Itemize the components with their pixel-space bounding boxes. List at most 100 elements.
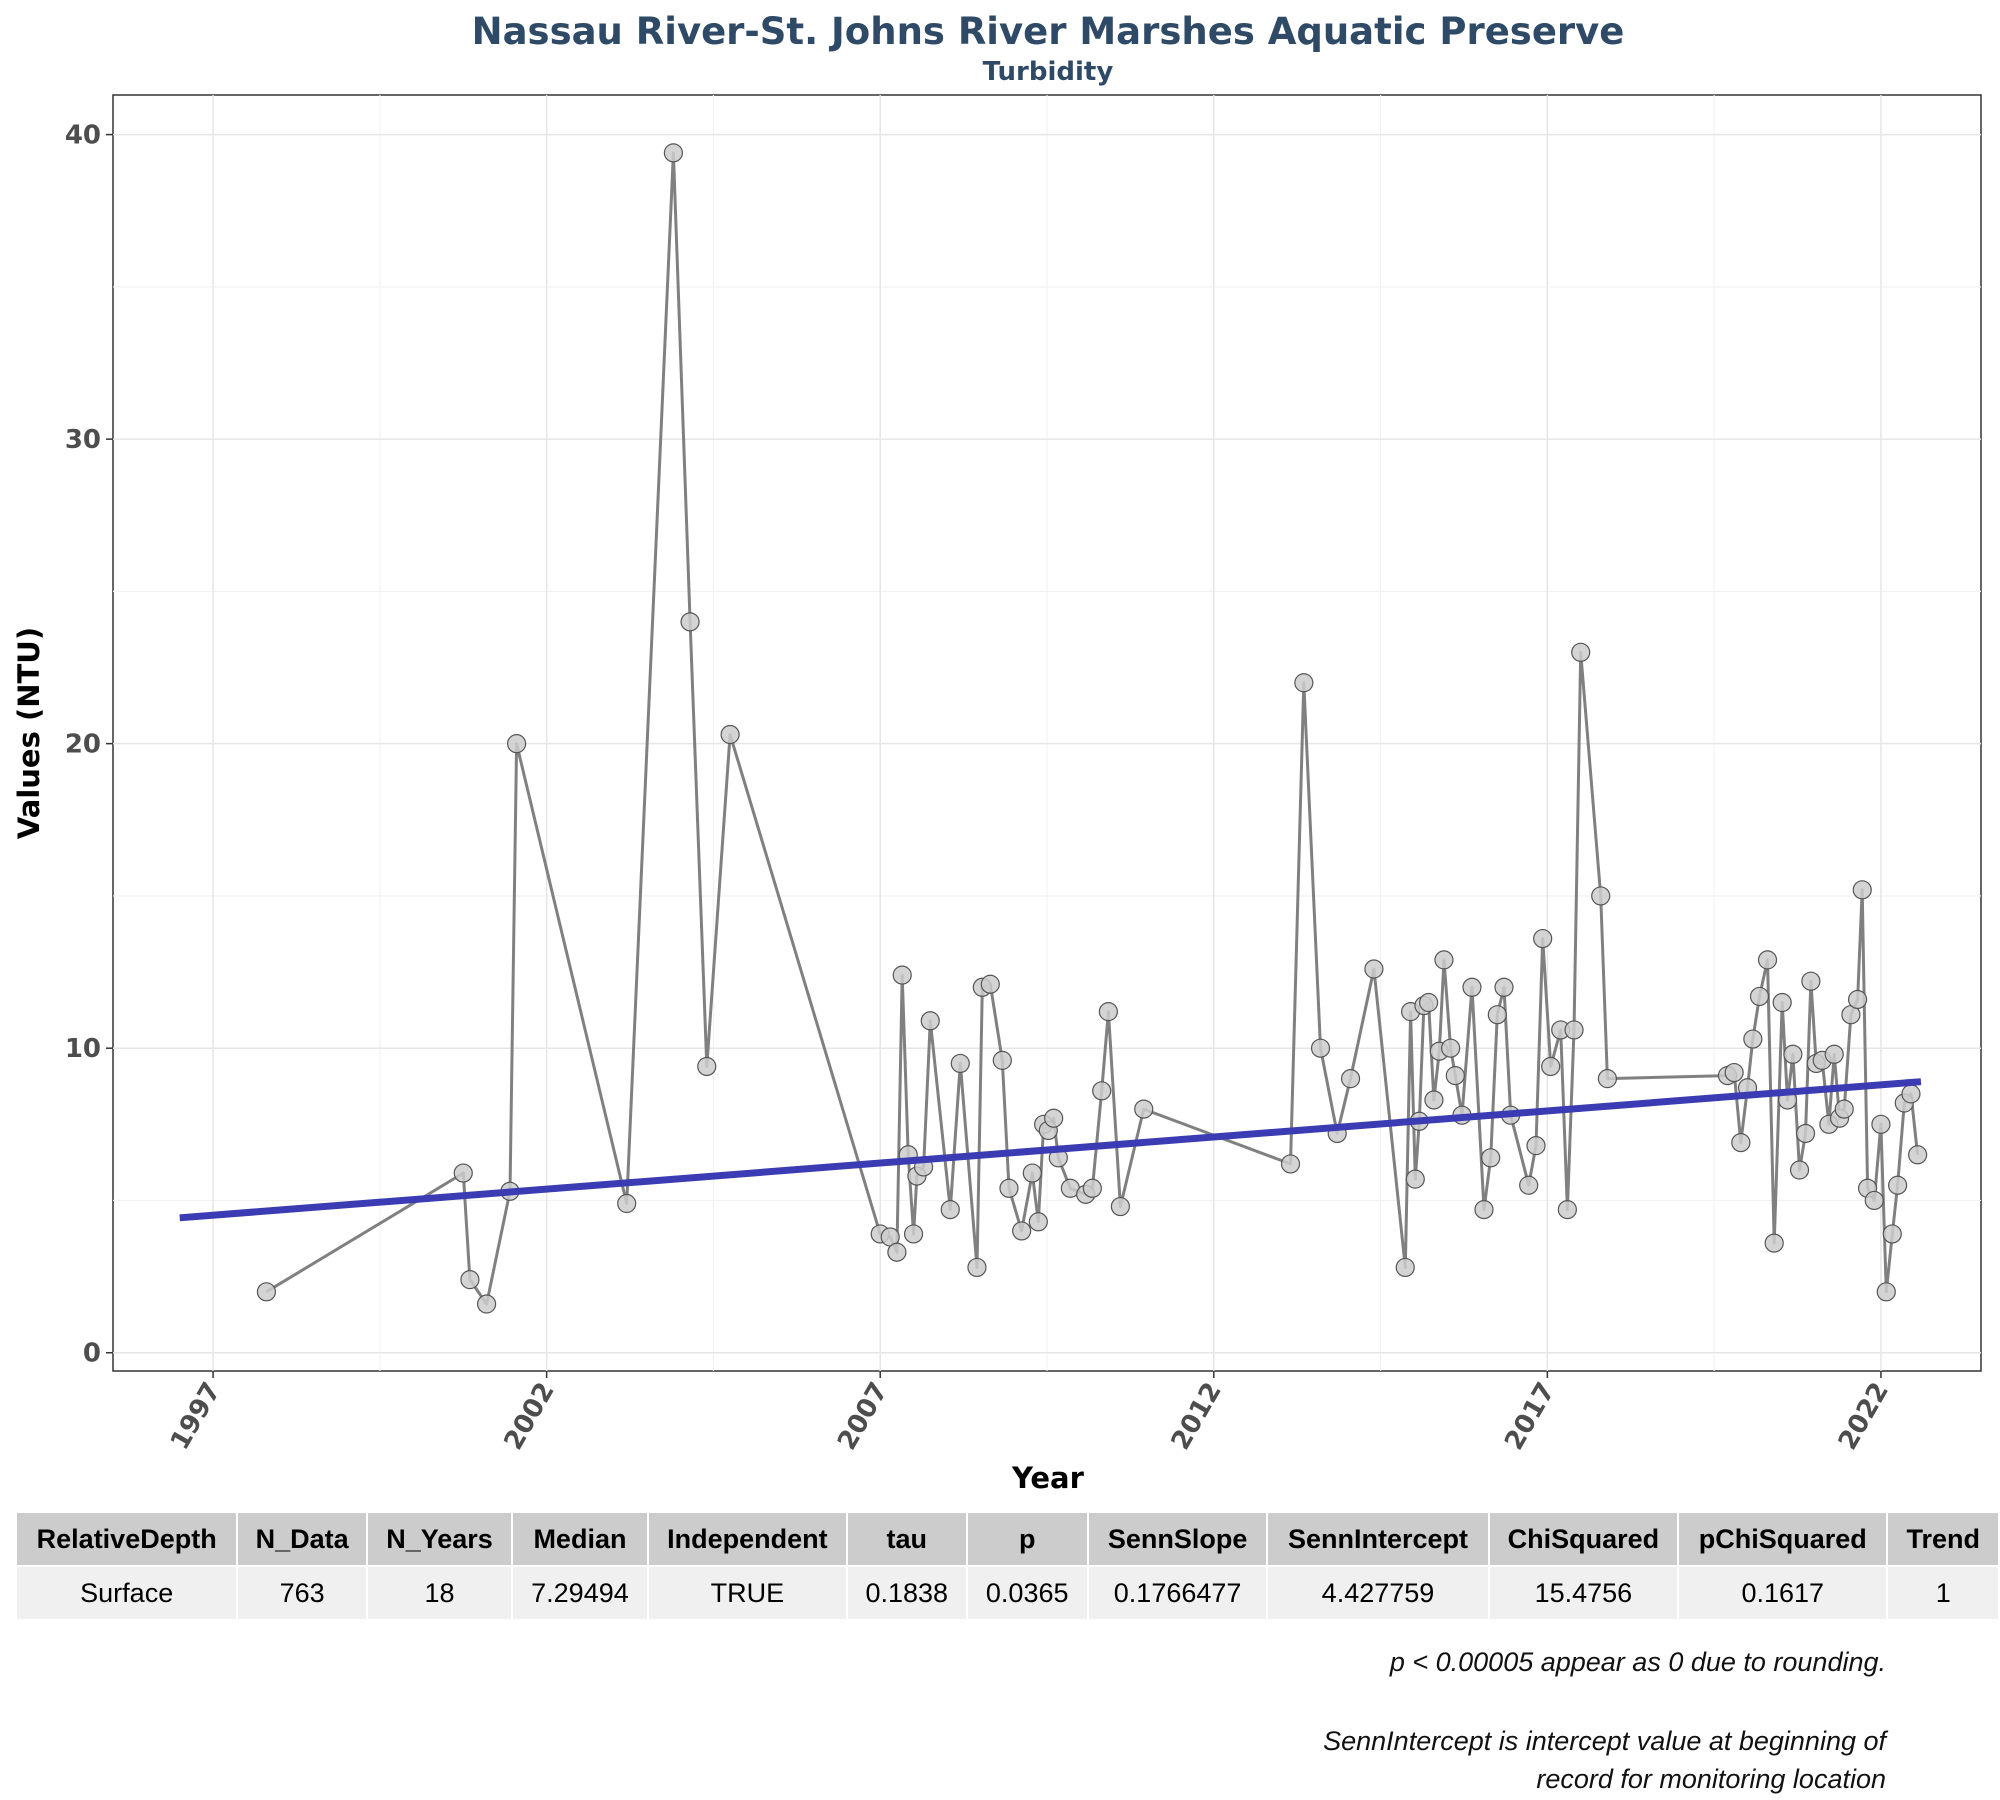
data-point [1445,1066,1465,1086]
y-axis-ticks: 0 10 20 30 40 [65,121,113,1369]
data-point [1424,1090,1444,1110]
data-point [1294,673,1314,693]
data-point [1082,1178,1102,1198]
data-point [1541,1056,1561,1077]
data-point [1092,1081,1112,1101]
stats-table: RelativeDepth N_Data N_Years Median Independ… [17,1513,2000,1619]
stats-header-cell: pChiSquared [1678,1513,1889,1566]
stats-header-cell: tau [847,1513,968,1566]
data-point [1494,977,1514,997]
data-point [460,1270,480,1290]
intercept-note-line-2: record for monitoring location [1536,1764,1886,1794]
x-axis-title: Year [1011,1461,1085,1495]
data-point [1462,977,1482,997]
data-point [1110,1196,1130,1217]
data-point [1864,1190,1884,1211]
trend-line [179,1078,1922,1222]
x-tick-label: 2002 [499,1378,561,1456]
data-point [1419,992,1439,1013]
data-point [1876,1282,1896,1302]
data-point [1901,1084,1921,1104]
stats-header-cell: N_Data [237,1513,368,1566]
stats-data-cell: 0.1617 [1678,1565,1889,1619]
data-point [1405,1169,1425,1189]
data-point [1340,1069,1361,1089]
data-point [1772,992,1792,1013]
stats-header-row: RelativeDepth N_Data N_Years Median Independ… [17,1513,2000,1566]
data-point [1724,1062,1744,1083]
y-tick-label: 10 [65,1034,101,1064]
data-point [1764,1233,1784,1253]
data-point [1028,1212,1048,1232]
data-point [1757,950,1778,970]
stats-data-cell: 4.427759 [1267,1565,1490,1619]
data-point [1908,1145,1928,1165]
data-point [1022,1163,1042,1183]
intercept-note: SennIntercept is intercept value at begi… [1246,1722,1886,1798]
data-point [477,1294,497,1314]
stats-data-cell: TRUE [647,1565,849,1619]
data-point [1871,1114,1891,1134]
data-point [507,734,527,754]
data-point [1310,1038,1331,1058]
data-point [1789,1160,1810,1180]
data-point [1852,880,1872,900]
stats-data-cell: Surface [17,1565,239,1619]
stats-header-cell: SennSlope [1087,1513,1269,1566]
stats-header-cell: ChiSquared [1488,1513,1680,1566]
x-tick-label: 2017 [1499,1378,1561,1456]
stats-header-cell: p [966,1513,1089,1566]
data-point [992,1050,1012,1070]
data-point [453,1163,473,1183]
data-point [1098,1002,1118,1022]
data-point [1749,986,1770,1007]
data-point [1801,971,1821,991]
data-point [617,1193,637,1214]
y-tick-label: 30 [65,425,101,455]
data-point [1824,1044,1844,1064]
data-point [697,1056,717,1077]
data-point [1834,1099,1854,1119]
data-point [1564,1020,1584,1040]
data-point [1487,1005,1507,1025]
stats-data-cell: 0.1838 [847,1565,968,1619]
intercept-note-line-1: SennIntercept is intercept value at begi… [1323,1726,1886,1756]
rounding-note: p < 0.00005 appear as 0 due to rounding. [1389,1647,1886,1677]
data-point [1441,1038,1461,1058]
x-tick-label: 2007 [832,1378,894,1456]
data-point [967,1257,987,1278]
stats-data-cell: 763 [237,1565,368,1619]
data-point [1888,1175,1908,1195]
data-point [1533,928,1553,949]
chart-title: Nassau River-St. Johns River Marshes Aqu… [472,10,1625,53]
x-tick-label: 2012 [1166,1378,1228,1456]
stats-data-cell: 18 [366,1565,514,1619]
data-point [1280,1154,1301,1174]
y-tick-label: 20 [65,730,101,760]
stats-data-cell: 0.0365 [966,1565,1089,1619]
data-point [980,974,1000,994]
data-point [999,1178,1019,1198]
data-point [940,1199,960,1220]
stats-header-cell: Trend [1887,1513,2000,1566]
data-point [1134,1099,1154,1119]
data-point [1847,989,1868,1010]
data-point [887,1242,907,1262]
turbidity-chart: Nassau River-St. Johns River Marshes Aqu… [12,10,1982,1495]
stats-header-cell: N_Years [366,1513,514,1566]
chart-subtitle: Turbidity [983,57,1114,87]
data-point [1591,886,1611,906]
stats-data-cell: 7.29494 [512,1565,649,1619]
stats-header-cell: RelativeDepth [17,1513,239,1566]
stats-data-row: Surface 763 18 7.29494 TRUE 0.1838 0.0365 0.176… [17,1565,2000,1619]
data-point [1434,950,1454,970]
data-point [1731,1132,1751,1153]
stats-data-cell: 15.4756 [1488,1565,1680,1619]
grid-major [113,95,1981,1371]
trend-group [179,1078,1922,1222]
stats-data-cell: 1 [1887,1565,2000,1619]
data-point [720,724,740,745]
stats-data-cell: 0.1766477 [1087,1565,1269,1619]
data-point [1519,1175,1539,1195]
data-point [1481,1148,1501,1168]
